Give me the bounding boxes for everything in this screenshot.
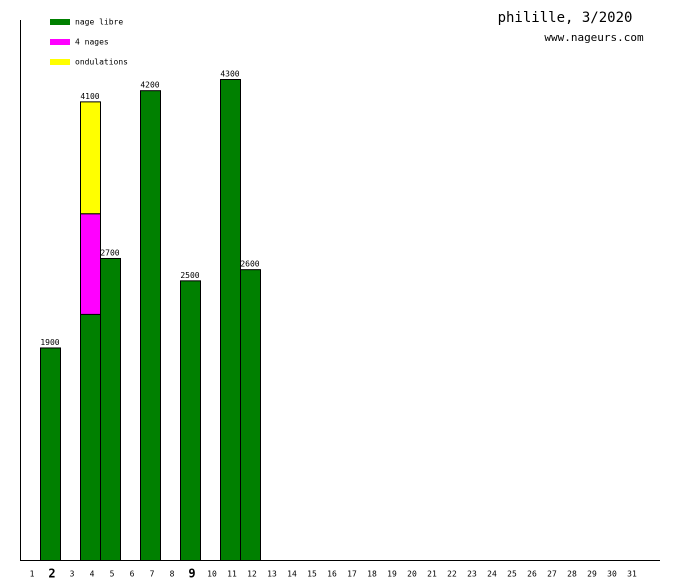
- x-tick-label: 31: [627, 570, 637, 579]
- x-tick-label: 3: [70, 570, 75, 579]
- x-tick-label: 27: [547, 570, 557, 579]
- chart-subtitle: www.nageurs.com: [544, 31, 644, 44]
- bar-segment: [140, 90, 161, 562]
- bar-segment: [180, 280, 201, 561]
- value-label: 2600: [240, 260, 259, 269]
- x-tick-label: 25: [507, 570, 517, 579]
- value-label: 2500: [180, 271, 199, 280]
- value-label: 4100: [80, 92, 99, 101]
- bar-segment: [80, 313, 101, 561]
- x-tick-label: 1: [30, 570, 35, 579]
- x-tick-label: 23: [467, 570, 477, 579]
- x-tick-label: 11: [227, 570, 237, 579]
- x-tick-label: 6: [130, 570, 135, 579]
- legend-label: nage libre: [75, 18, 123, 27]
- x-tick-label: 30: [607, 570, 617, 579]
- bar-segment: [80, 213, 101, 315]
- chart-title: philille, 3/2020: [498, 10, 633, 26]
- x-tick-label: 9: [188, 567, 195, 580]
- x-tick-label: 21: [427, 570, 437, 579]
- x-tick-label: 13: [267, 570, 277, 579]
- x-tick-label: 4: [90, 570, 95, 579]
- x-tick-label: 19: [387, 570, 397, 579]
- x-tick-label: 18: [367, 570, 377, 579]
- bar-segment: [220, 79, 241, 561]
- x-tick-label: 7: [150, 570, 155, 579]
- x-tick-label: 26: [527, 570, 537, 579]
- x-tick-label: 16: [327, 570, 337, 579]
- bar-segment: [40, 347, 61, 561]
- x-tick-label: 15: [307, 570, 317, 579]
- legend-label: ondulations: [75, 58, 128, 67]
- x-tick-label: 17: [347, 570, 357, 579]
- value-label: 4300: [220, 70, 239, 79]
- legend-swatch: [50, 59, 70, 65]
- x-tick-label: 8: [170, 570, 175, 579]
- x-tick-label: 5: [110, 570, 115, 579]
- bar-segment: [80, 101, 101, 215]
- bar-segment: [240, 269, 261, 561]
- bar-segment: [100, 257, 121, 561]
- x-tick-label: 20: [407, 570, 417, 579]
- x-tick-label: 12: [247, 570, 257, 579]
- value-label: 4200: [140, 81, 159, 90]
- value-label: 2700: [100, 248, 119, 257]
- legend-label: 4 nages: [75, 38, 109, 47]
- x-tick-label: 22: [447, 570, 457, 579]
- x-tick-label: 24: [487, 570, 497, 579]
- value-label: 1900: [40, 338, 59, 347]
- legend-swatch: [50, 39, 70, 45]
- legend-swatch: [50, 19, 70, 25]
- x-tick-label: 28: [567, 570, 577, 579]
- x-tick-label: 29: [587, 570, 597, 579]
- x-tick-label: 2: [48, 567, 55, 580]
- x-tick-label: 14: [287, 570, 297, 579]
- x-tick-label: 10: [207, 570, 217, 579]
